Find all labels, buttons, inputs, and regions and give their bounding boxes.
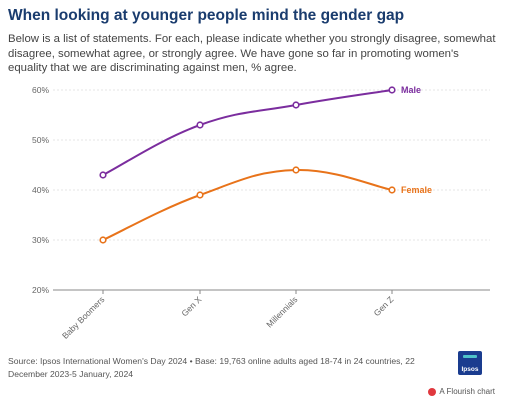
logo-text: Ipsos: [461, 366, 479, 373]
x-tick-label: Gen Z: [372, 294, 396, 318]
series-label-male: Male: [401, 85, 421, 95]
data-point-female: [196, 191, 204, 199]
flourish-credit-label: A Flourish chart: [439, 387, 495, 396]
flourish-icon: [428, 387, 437, 396]
ipsos-logo: Ipsos: [458, 351, 482, 375]
logo-bar: [463, 355, 477, 358]
data-point-female: [292, 166, 300, 174]
x-tick-label: Gen X: [179, 294, 203, 318]
series-line-male: [102, 89, 393, 176]
chart-title: When looking at younger people mind the …: [8, 7, 405, 24]
flourish-credit[interactable]: A Flourish chart: [428, 387, 495, 396]
y-tick-label: 20%: [32, 285, 49, 295]
data-point-male: [196, 121, 204, 129]
y-tick-label: 40%: [32, 185, 49, 195]
source-note: Source: Ipsos International Women's Day …: [8, 356, 415, 379]
y-tick-label: 50%: [32, 135, 49, 145]
x-tick-label: Baby Boomers: [60, 294, 106, 340]
data-point-male: [99, 171, 107, 179]
data-point-female: [99, 236, 107, 244]
x-tick-label: Millennials: [264, 294, 299, 329]
y-tick-label: 30%: [32, 235, 49, 245]
series-line-female: [102, 168, 393, 241]
data-point-female: [388, 186, 396, 194]
series-label-female: Female: [401, 185, 432, 195]
data-point-male: [388, 86, 396, 94]
y-tick-label: 60%: [32, 85, 49, 95]
data-point-male: [292, 101, 300, 109]
chart-subtitle: Below is a list of statements. For each,…: [8, 33, 496, 74]
